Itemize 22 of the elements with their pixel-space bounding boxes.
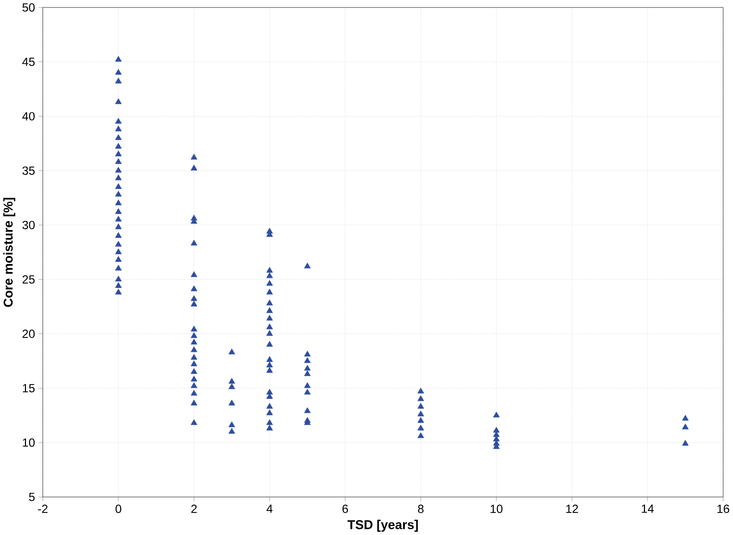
y-tick-label: 35	[22, 166, 35, 175]
y-tick-label: 45	[22, 58, 35, 66]
x-axis-title: TSD [years]	[348, 520, 418, 532]
x-tick-label: 2	[191, 504, 197, 513]
y-tick-label: 15	[22, 384, 35, 392]
x-tick-label: 12	[566, 504, 578, 513]
y-tick-label: 30	[22, 220, 35, 230]
x-tick-label: 8	[418, 504, 424, 514]
x-tick-label: -2	[38, 504, 48, 513]
y-tick-label: 10	[22, 438, 35, 447]
y-tick-label: 20	[22, 330, 35, 338]
x-tick-label: 10	[490, 504, 502, 514]
y-tick-label: 5	[29, 492, 35, 502]
x-tick-label: 0	[116, 504, 122, 514]
x-tick-label: 6	[342, 504, 348, 514]
x-tick-label: 4	[266, 504, 273, 513]
x-tick-label: 14	[642, 504, 654, 513]
y-tick-label: 50	[22, 3, 35, 12]
x-tick-label: 16	[717, 504, 730, 514]
y-tick-label: 25	[22, 275, 35, 284]
y-axis-title: Core moisture [%]	[3, 198, 16, 307]
y-tick-label: 40	[22, 112, 35, 120]
